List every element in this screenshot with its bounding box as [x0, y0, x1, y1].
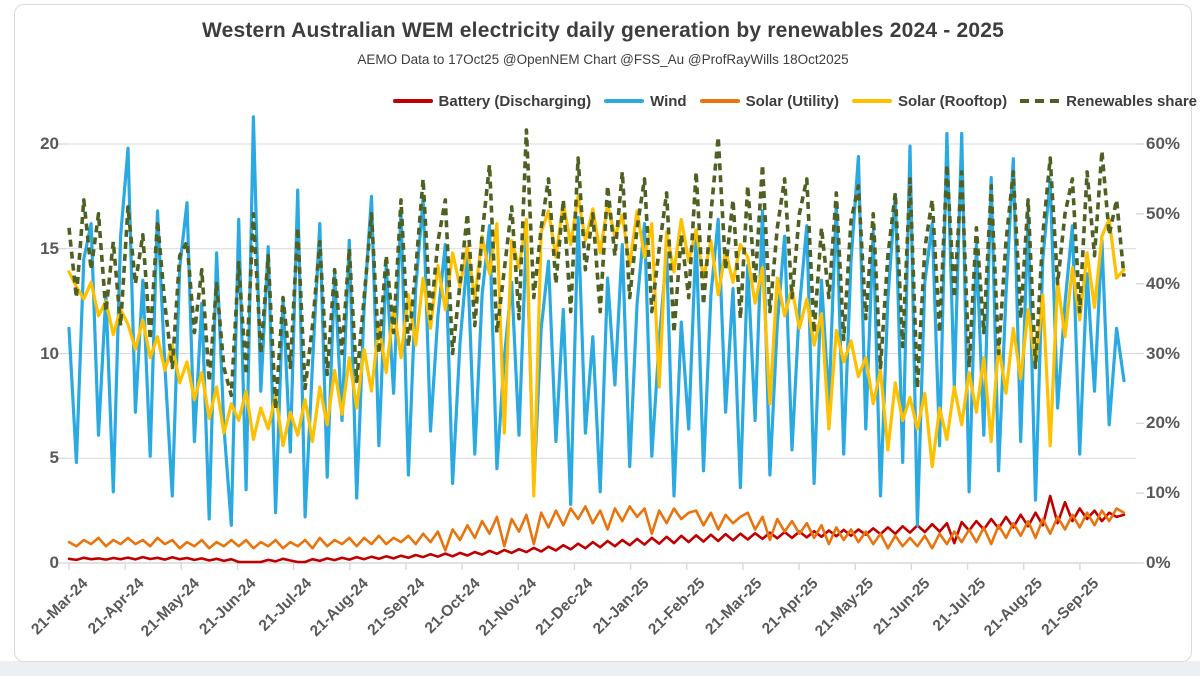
x-axis-label-21-aug-24: 21-Aug-24 — [306, 575, 372, 641]
legend-swatch-battery-discharging — [392, 98, 433, 104]
legend-item-renewables-share: Renewables share — [1020, 93, 1197, 110]
y-axis-right-label-30: 30% — [1146, 343, 1181, 363]
legend-swatch-solar-rooftop — [851, 98, 892, 104]
y-axis-right-label-0: 0% — [1146, 553, 1171, 572]
legend-item-wind: Wind — [604, 93, 687, 110]
legend-item-solar-rooftop: Solar (Rooftop) — [851, 92, 1008, 110]
x-axis-label-21-oct-24: 21-Oct-24 — [422, 575, 485, 637]
legend-item-solar-utility: Solar (Utility) — [699, 92, 839, 110]
x-axis-label-21-jun-24: 21-Jun-24 — [196, 575, 260, 639]
x-axis-label-21-may-25: 21-May-25 — [812, 575, 878, 641]
legend-label-solar-rooftop: Solar (Rooftop) — [897, 92, 1008, 110]
x-axis-label-21-jan-25: 21-Jan-25 — [590, 575, 653, 638]
legend-swatch-renewables-share — [1020, 98, 1061, 104]
series-line-wind — [67, 115, 1126, 527]
y-axis-right-label-20: 20% — [1146, 413, 1181, 433]
y-axis-left-label-0: 0 — [49, 553, 59, 572]
y-axis-right-label-10: 10% — [1146, 483, 1181, 503]
x-axis-label-21-dec-24: 21-Dec-24 — [532, 575, 597, 639]
x-axis-label-21-nov-24: 21-Nov-24 — [475, 575, 541, 640]
y-axis-right-label-50: 50% — [1146, 203, 1181, 223]
y-axis-left-label-15: 15 — [40, 238, 59, 258]
x-axis-label-21-sep-24: 21-Sep-24 — [364, 575, 428, 639]
legend-label-renewables-share: Renewables share — [1066, 92, 1197, 110]
legend-swatch-wind — [604, 98, 645, 104]
y-axis-right-label-60: 60% — [1146, 134, 1181, 153]
series-line-renewables-share — [67, 128, 1126, 412]
legend-item-battery-discharging: Battery (Discharging) — [392, 92, 592, 110]
series-line-battery-discharging — [67, 494, 1126, 564]
legend-label-battery-discharging: Battery (Discharging) — [438, 92, 592, 110]
y-axis-left-label-5: 5 — [49, 448, 59, 468]
x-axis-label-21-aug-25: 21-Aug-25 — [980, 575, 1046, 641]
x-axis-label-21-sep-25: 21-Sep-25 — [1038, 575, 1102, 639]
legend-swatch-solar-utility — [699, 98, 740, 104]
chart-subtitle: AEMO Data to 17Oct25 @OpenNEM Chart @FSS… — [357, 52, 849, 67]
y-axis-left-label-10: 10 — [40, 343, 59, 363]
y-axis-left-label-20: 20 — [40, 134, 59, 153]
chart-legend: Battery (Discharging) Wind Solar (Utility)… — [392, 89, 1197, 113]
chart-canvas — [58, 115, 1144, 570]
page-bottom-strip — [0, 661, 1200, 676]
legend-label-wind: Wind — [650, 92, 687, 110]
x-axis-label-21-mar-24: 21-Mar-24 — [27, 575, 92, 639]
series-line-solar-utility — [67, 505, 1126, 552]
x-axis-label-21-may-24: 21-May-24 — [138, 575, 204, 641]
legend-label-solar-utility: Solar (Utility) — [745, 92, 839, 110]
chart-title: Western Australian WEM electricity daily… — [201, 19, 1005, 42]
x-axis-label-21-mar-25: 21-Mar-25 — [701, 575, 765, 639]
x-axis-label-21-jun-25: 21-Jun-25 — [870, 575, 934, 639]
y-axis-right-label-40: 40% — [1146, 273, 1181, 293]
plot-area — [58, 115, 1144, 570]
chart-card: Western Australian WEM electricity daily… — [14, 4, 1197, 662]
series-line-solar-rooftop — [67, 194, 1126, 498]
x-axis-label-21-feb-25: 21-Feb-25 — [645, 575, 709, 639]
